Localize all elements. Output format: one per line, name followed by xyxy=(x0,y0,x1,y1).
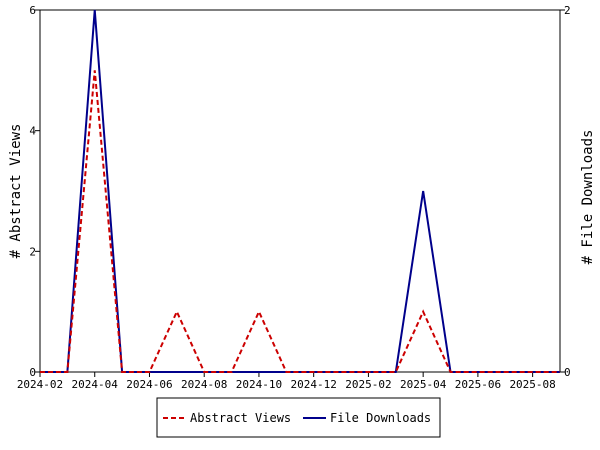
series-layer xyxy=(40,9,560,373)
x-tick-label: 2025-02 xyxy=(345,378,391,391)
legend-label-abstract-views: Abstract Views xyxy=(190,411,291,425)
x-tick-label: 2024-08 xyxy=(181,378,227,391)
y-axis-right: 02 xyxy=(560,4,571,379)
x-tick-label: 2024-12 xyxy=(291,378,337,391)
x-tick-label: 2024-06 xyxy=(126,378,172,391)
y-axis-left: 0 2 4 6 xyxy=(29,4,40,379)
y-left-tick-label: 6 xyxy=(29,4,36,17)
legend-box xyxy=(156,397,441,438)
y-right-tick-label: 2 xyxy=(564,4,571,17)
x-tick-label: 2025-06 xyxy=(455,378,501,391)
y-axis-right-title: # File Downloads xyxy=(580,130,596,265)
y-left-tick-label: 4 xyxy=(29,125,36,138)
y-axis-left-title: # Abstract Views xyxy=(8,124,24,259)
y-left-tick-label: 0 xyxy=(29,366,36,379)
x-tick-label: 2024-10 xyxy=(236,378,282,391)
x-tick-label: 2024-04 xyxy=(72,378,119,391)
y-right-tick-label: 0 xyxy=(564,366,571,379)
legend: Abstract Views File Downloads xyxy=(156,397,441,438)
x-tick-label: 2025-08 xyxy=(509,378,555,391)
x-tick-label: 2025-04 xyxy=(400,378,447,391)
plot-area xyxy=(39,9,561,373)
legend-label-file-downloads: File Downloads xyxy=(330,411,431,425)
x-axis: 2024-02 2024-04 2024-06 2024-08 2024-10 2024-… xyxy=(17,372,556,391)
series-line-abstract-views xyxy=(40,70,560,373)
x-tick-label: 2024-02 xyxy=(17,378,63,391)
y-left-tick-label: 2 xyxy=(29,245,36,258)
